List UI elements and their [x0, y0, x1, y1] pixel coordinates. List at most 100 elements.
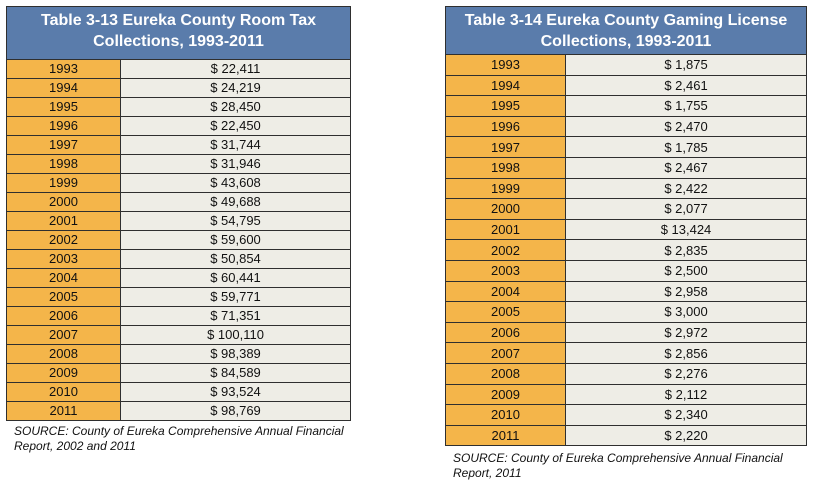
value-cell: $ 49,688 [120, 192, 351, 212]
value-cell: $ 2,856 [565, 342, 807, 364]
table-row: 2006 $ 71,351 [6, 306, 351, 326]
table-row: 1993 $ 22,411 [6, 59, 351, 79]
year-cell: 2010 [445, 404, 566, 426]
value-cell: $ 2,276 [565, 362, 807, 385]
value-cell: $ 50,854 [120, 249, 351, 269]
value-cell: $ 100,110 [120, 325, 351, 345]
year-cell: 2000 [445, 198, 566, 220]
value-cell: $ 59,600 [120, 230, 351, 250]
year-cell: 2006 [445, 321, 566, 344]
year-cell: 1998 [445, 156, 566, 179]
value-cell: $ 2,958 [565, 280, 807, 303]
value-cell: $ 2,422 [565, 177, 807, 200]
room-tax-table-block: Table 3-13 Eureka County Room Tax Collec… [6, 6, 351, 454]
year-cell: 1993 [445, 54, 566, 76]
table-row: 2000 $ 2,077 [445, 198, 807, 220]
value-cell: $ 13,424 [565, 218, 807, 241]
year-cell: 2007 [445, 342, 566, 364]
year-cell: 1997 [445, 136, 566, 158]
gaming-license-table: 1993 $ 1,875 1994 $ 2,461 1995 $ 1,755 1996 $ 2… [445, 54, 807, 447]
value-cell: $ 2,470 [565, 115, 807, 138]
value-cell: $ 2,467 [565, 156, 807, 179]
year-cell: 1993 [6, 59, 121, 79]
value-cell: $ 98,389 [120, 344, 351, 364]
table-row: 1995 $ 1,755 [445, 95, 807, 117]
value-cell: $ 31,946 [120, 154, 351, 174]
table-row: 2004 $ 60,441 [6, 268, 351, 288]
table-row: 1997 $ 1,785 [445, 136, 807, 158]
year-cell: 2007 [6, 325, 121, 345]
value-cell: $ 71,351 [120, 306, 351, 326]
year-cell: 2001 [6, 211, 121, 231]
table-row: 2008 $ 98,389 [6, 344, 351, 364]
room-tax-table: 1993 $ 22,411 1994 $ 24,219 1995 $ 28,450 1996… [6, 59, 351, 421]
year-cell: 2005 [445, 301, 566, 323]
table-row: 2003 $ 50,854 [6, 249, 351, 269]
year-cell: 2000 [6, 192, 121, 212]
table-row: 2010 $ 2,340 [445, 404, 807, 426]
year-cell: 2011 [445, 424, 566, 447]
room-tax-table-body: 1993 $ 22,411 1994 $ 24,219 1995 $ 28,450 1996… [6, 59, 351, 421]
year-cell: 2002 [6, 230, 121, 250]
value-cell: $ 54,795 [120, 211, 351, 231]
value-cell: $ 84,589 [120, 363, 351, 383]
table-row: 1998 $ 31,946 [6, 154, 351, 174]
year-cell: 2006 [6, 306, 121, 326]
table-row: 1999 $ 43,608 [6, 173, 351, 193]
table-row: 2005 $ 59,771 [6, 287, 351, 307]
table-row: 2001 $ 13,424 [445, 218, 807, 241]
table-row: 1998 $ 2,467 [445, 156, 807, 179]
table-row: 1996 $ 22,450 [6, 116, 351, 136]
year-cell: 2005 [6, 287, 121, 307]
table-row: 2004 $ 2,958 [445, 280, 807, 303]
value-cell: $ 24,219 [120, 78, 351, 98]
year-cell: 1994 [445, 74, 566, 97]
value-cell: $ 60,441 [120, 268, 351, 288]
year-cell: 1995 [6, 97, 121, 117]
table-row: 1997 $ 31,744 [6, 135, 351, 155]
value-cell: $ 2,220 [565, 424, 807, 447]
value-cell: $ 43,608 [120, 173, 351, 193]
table-row: 1996 $ 2,470 [445, 115, 807, 138]
value-cell: $ 22,411 [120, 59, 351, 79]
year-cell: 2004 [445, 280, 566, 303]
table-row: 1995 $ 28,450 [6, 97, 351, 117]
year-cell: 2008 [6, 344, 121, 364]
table-row: 2008 $ 2,276 [445, 362, 807, 385]
gaming-license-table-title: Table 3-14 Eureka County Gaming License … [445, 6, 807, 54]
table-row: 2003 $ 2,500 [445, 259, 807, 282]
gaming-license-table-body: 1993 $ 1,875 1994 $ 2,461 1995 $ 1,755 1996 $ 2… [445, 54, 807, 447]
year-cell: 2003 [6, 249, 121, 269]
value-cell: $ 31,744 [120, 135, 351, 155]
year-cell: 2009 [445, 383, 566, 406]
value-cell: $ 2,077 [565, 198, 807, 220]
value-cell: $ 3,000 [565, 301, 807, 323]
value-cell: $ 2,835 [565, 239, 807, 261]
year-cell: 2001 [445, 218, 566, 241]
room-tax-table-title: Table 3-13 Eureka County Room Tax Collec… [6, 6, 351, 59]
year-cell: 1996 [445, 115, 566, 138]
value-cell: $ 2,461 [565, 74, 807, 97]
value-cell: $ 28,450 [120, 97, 351, 117]
year-cell: 1999 [6, 173, 121, 193]
value-cell: $ 59,771 [120, 287, 351, 307]
year-cell: 2011 [6, 401, 121, 421]
table-row: 2002 $ 59,600 [6, 230, 351, 250]
gaming-license-source-note: SOURCE: County of Eureka Comprehensive A… [453, 451, 783, 481]
table-row: 2010 $ 93,524 [6, 382, 351, 402]
value-cell: $ 22,450 [120, 116, 351, 136]
table-row: 2007 $ 2,856 [445, 342, 807, 364]
value-cell: $ 2,340 [565, 404, 807, 426]
room-tax-source-note: SOURCE: County of Eureka Comprehensive A… [14, 424, 344, 453]
year-cell: 2010 [6, 382, 121, 402]
value-cell: $ 2,972 [565, 321, 807, 344]
value-cell: $ 1,755 [565, 95, 807, 117]
year-cell: 1994 [6, 78, 121, 98]
table-row: 2002 $ 2,835 [445, 239, 807, 261]
table-row: 2011 $ 98,769 [6, 401, 351, 421]
value-cell: $ 2,500 [565, 259, 807, 282]
table-row: 2001 $ 54,795 [6, 211, 351, 231]
year-cell: 2002 [445, 239, 566, 261]
table-row: 2011 $ 2,220 [445, 424, 807, 447]
year-cell: 1997 [6, 135, 121, 155]
